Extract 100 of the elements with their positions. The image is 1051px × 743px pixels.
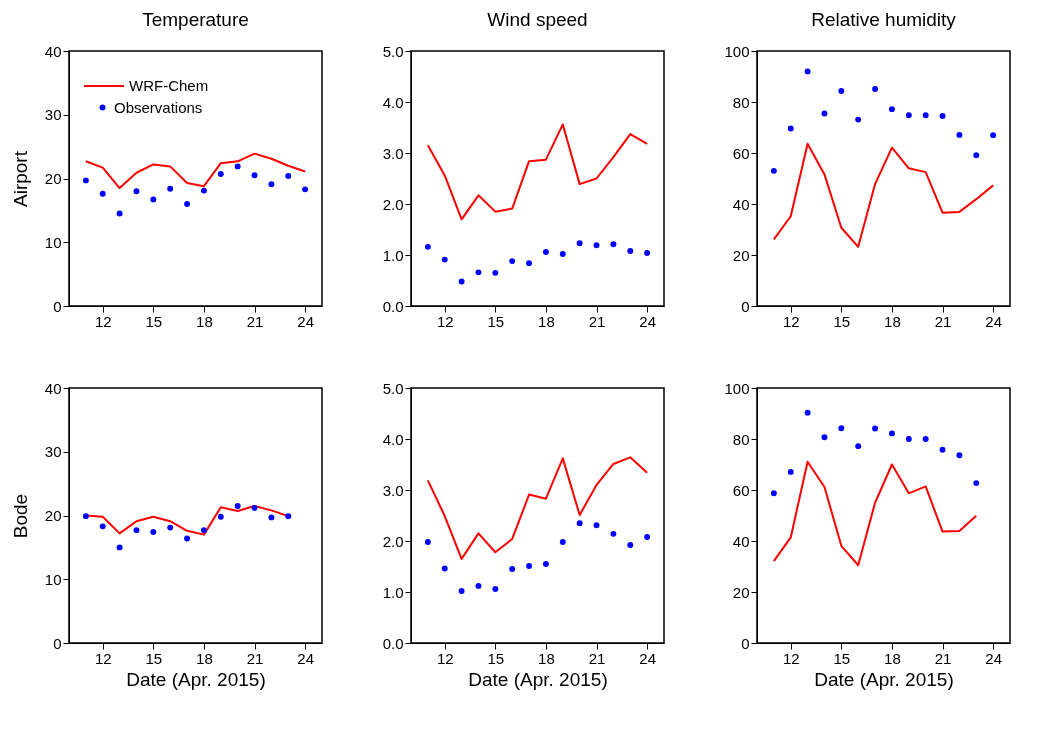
point xyxy=(268,181,275,188)
y-tick-label: 4.0 xyxy=(382,93,404,111)
point xyxy=(285,513,292,520)
x-axis-title: Date (Apr. 2015) xyxy=(814,668,954,690)
point xyxy=(526,260,533,267)
x-tick-label: 12 xyxy=(782,312,800,330)
point xyxy=(821,110,828,117)
x-tick-label: 12 xyxy=(94,312,112,330)
y-tick-label: 2.0 xyxy=(382,532,404,550)
point xyxy=(285,173,292,179)
point xyxy=(990,132,997,139)
point xyxy=(441,256,448,263)
point xyxy=(888,106,895,113)
point xyxy=(217,513,224,520)
point xyxy=(526,563,533,569)
legend-label: Observations xyxy=(114,98,203,116)
chart-title: Temperature xyxy=(142,9,249,30)
y-tick-label: 2.0 xyxy=(382,195,404,213)
point xyxy=(475,582,482,589)
y-tick-label: 10 xyxy=(44,233,62,251)
y-tick-label: 1.0 xyxy=(382,246,404,264)
point xyxy=(939,446,946,453)
point xyxy=(133,527,140,534)
point xyxy=(150,196,157,203)
x-tick-label: 24 xyxy=(985,312,1002,330)
point xyxy=(872,86,879,92)
y-tick-label: 0.0 xyxy=(382,297,404,315)
y-tick-label: 40 xyxy=(732,195,750,213)
y-tick-label: 40 xyxy=(732,532,750,550)
point xyxy=(251,504,258,511)
x-tick-label: 15 xyxy=(833,312,851,330)
x-tick-label: 12 xyxy=(436,312,454,330)
line-series xyxy=(426,123,649,221)
x-tick-label: 21 xyxy=(934,312,952,330)
point xyxy=(509,566,516,572)
line-series xyxy=(772,142,995,248)
point xyxy=(838,88,845,94)
point xyxy=(872,425,879,432)
point xyxy=(804,409,811,416)
x-axis-title: Date (Apr. 2015) xyxy=(126,668,266,690)
point xyxy=(956,452,963,459)
x-tick-label: 24 xyxy=(297,312,314,330)
y-tick-label: 20 xyxy=(732,583,750,601)
x-tick-label: 15 xyxy=(145,312,163,330)
x-tick-label: 18 xyxy=(884,649,901,667)
point xyxy=(627,247,634,254)
y-tick-label: 5.0 xyxy=(382,42,404,60)
point xyxy=(770,167,777,174)
point xyxy=(576,240,583,247)
point xyxy=(559,251,566,257)
point xyxy=(200,187,207,194)
y-tick-label: 3.0 xyxy=(382,481,404,499)
point xyxy=(888,430,895,437)
point xyxy=(644,250,651,256)
point xyxy=(475,269,482,276)
y-tick-label: 4.0 xyxy=(382,430,404,448)
y-tick-label: 1.0 xyxy=(382,583,404,601)
line-series xyxy=(426,456,649,560)
y-tick-label: 80 xyxy=(732,430,750,448)
x-tick-label: 12 xyxy=(436,649,454,667)
x-tick-label: 21 xyxy=(246,649,264,667)
point xyxy=(576,520,583,527)
x-tick-label: 21 xyxy=(934,649,952,667)
point xyxy=(167,185,174,192)
y-tick-label: 60 xyxy=(732,144,750,162)
x-tick-label: 18 xyxy=(196,312,213,330)
x-tick-label: 18 xyxy=(538,312,555,330)
point xyxy=(939,113,946,119)
point xyxy=(116,544,123,551)
y-tick-label: 40 xyxy=(44,379,62,397)
point xyxy=(973,152,980,159)
y-tick-label: 5.0 xyxy=(382,379,404,397)
x-tick-label: 18 xyxy=(884,312,901,330)
legend-label: WRF-Chem xyxy=(129,77,209,94)
line-series xyxy=(772,460,978,567)
y-tick-label: 0 xyxy=(741,297,750,315)
point xyxy=(150,529,157,536)
point xyxy=(804,68,811,75)
x-tick-label: 24 xyxy=(639,312,656,330)
x-tick-label: 15 xyxy=(833,649,851,667)
point xyxy=(787,468,794,475)
point xyxy=(99,523,106,530)
point xyxy=(770,490,777,497)
x-axis-title: Date (Apr. 2015) xyxy=(468,668,608,690)
x-tick-label: 15 xyxy=(145,649,163,667)
point xyxy=(593,522,600,529)
point xyxy=(82,177,89,184)
x-tick-label: 21 xyxy=(588,649,606,667)
point xyxy=(542,248,549,255)
y-tick-label: 20 xyxy=(44,507,62,524)
y-tick-label: 10 xyxy=(44,570,62,588)
point xyxy=(82,513,89,520)
chart-title: Wind speed xyxy=(487,9,588,30)
y-tick-label: 3.0 xyxy=(382,144,404,162)
point xyxy=(956,131,963,138)
point xyxy=(184,535,191,542)
x-tick-label: 18 xyxy=(196,649,213,667)
y-axis-title: Airport xyxy=(9,150,31,207)
point xyxy=(838,425,845,432)
point xyxy=(644,533,651,540)
